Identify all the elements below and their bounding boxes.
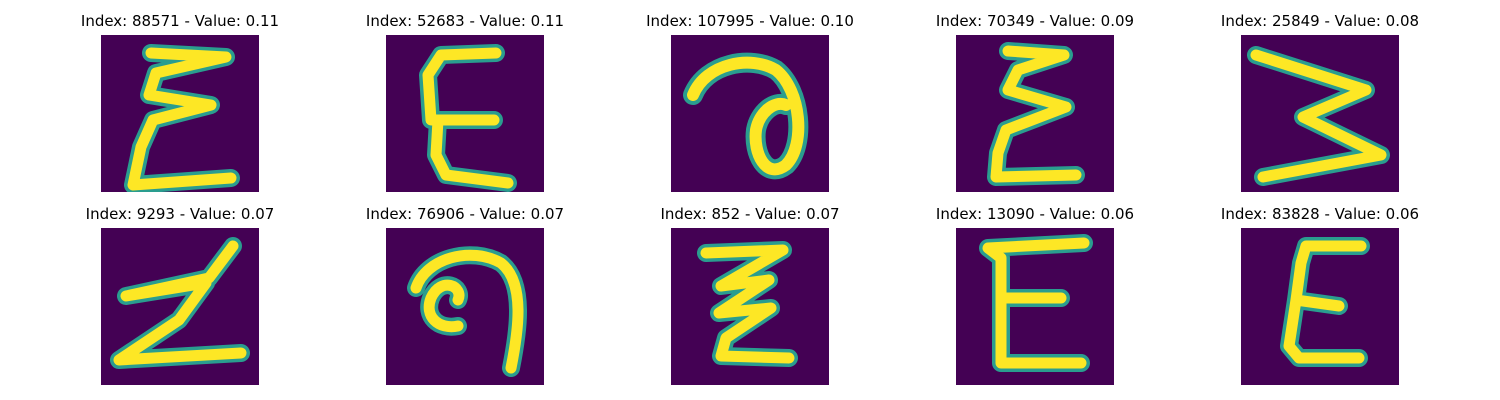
glyph-stroke-core	[410, 249, 524, 374]
digit-panel-10: Index: 83828 - Value: 0.06	[1175, 204, 1465, 385]
glyph-stroke-core	[113, 240, 247, 366]
glyph-stroke-core	[700, 244, 795, 364]
panel-title: Index: 83828 - Value: 0.06	[1220, 205, 1420, 223]
glyph-stroke-core	[982, 237, 1090, 369]
glyph-image	[671, 35, 829, 192]
panel-title: Index: 25849 - Value: 0.08	[1220, 12, 1420, 30]
digit-panel-8: Index: 852 - Value: 0.07	[605, 204, 895, 385]
glyph-stroke-core	[687, 56, 805, 176]
glyph-image	[671, 228, 829, 385]
panel-title: Index: 76906 - Value: 0.07	[365, 205, 565, 223]
digit-panel-2: Index: 52683 - Value: 0.11	[320, 11, 610, 192]
panel-title: Index: 9293 - Value: 0.07	[85, 205, 275, 223]
digit-panel-6: Index: 9293 - Value: 0.07	[35, 204, 325, 385]
glyph-stroke-core	[127, 47, 237, 191]
glyph-stroke-core	[1250, 49, 1387, 183]
panel-title: Index: 107995 - Value: 0.10	[646, 12, 854, 30]
glyph-image	[386, 35, 544, 192]
digit-panel-1: Index: 88571 - Value: 0.11	[35, 11, 325, 192]
digit-panel-3: Index: 107995 - Value: 0.10	[605, 11, 895, 192]
panel-title: Index: 52683 - Value: 0.11	[365, 12, 565, 30]
glyph-stroke-core	[422, 47, 514, 189]
glyph-image	[956, 35, 1114, 192]
glyph-image	[101, 35, 259, 192]
glyph-stroke-core	[990, 45, 1082, 183]
panel-title: Index: 70349 - Value: 0.09	[935, 12, 1135, 30]
panel-title: Index: 13090 - Value: 0.06	[935, 205, 1135, 223]
digit-panel-9: Index: 13090 - Value: 0.06	[890, 204, 1180, 385]
digit-panel-5: Index: 25849 - Value: 0.08	[1175, 11, 1465, 192]
panel-title: Index: 88571 - Value: 0.11	[80, 12, 280, 30]
digit-panel-4: Index: 70349 - Value: 0.09	[890, 11, 1180, 192]
digit-panel-7: Index: 76906 - Value: 0.07	[320, 204, 610, 385]
glyph-image	[956, 228, 1114, 385]
glyph-image	[1241, 228, 1399, 385]
glyph-stroke-core	[1283, 240, 1367, 364]
glyph-image	[101, 228, 259, 385]
glyph-image	[386, 228, 544, 385]
panel-title: Index: 852 - Value: 0.07	[660, 205, 840, 223]
glyph-image	[1241, 35, 1399, 192]
